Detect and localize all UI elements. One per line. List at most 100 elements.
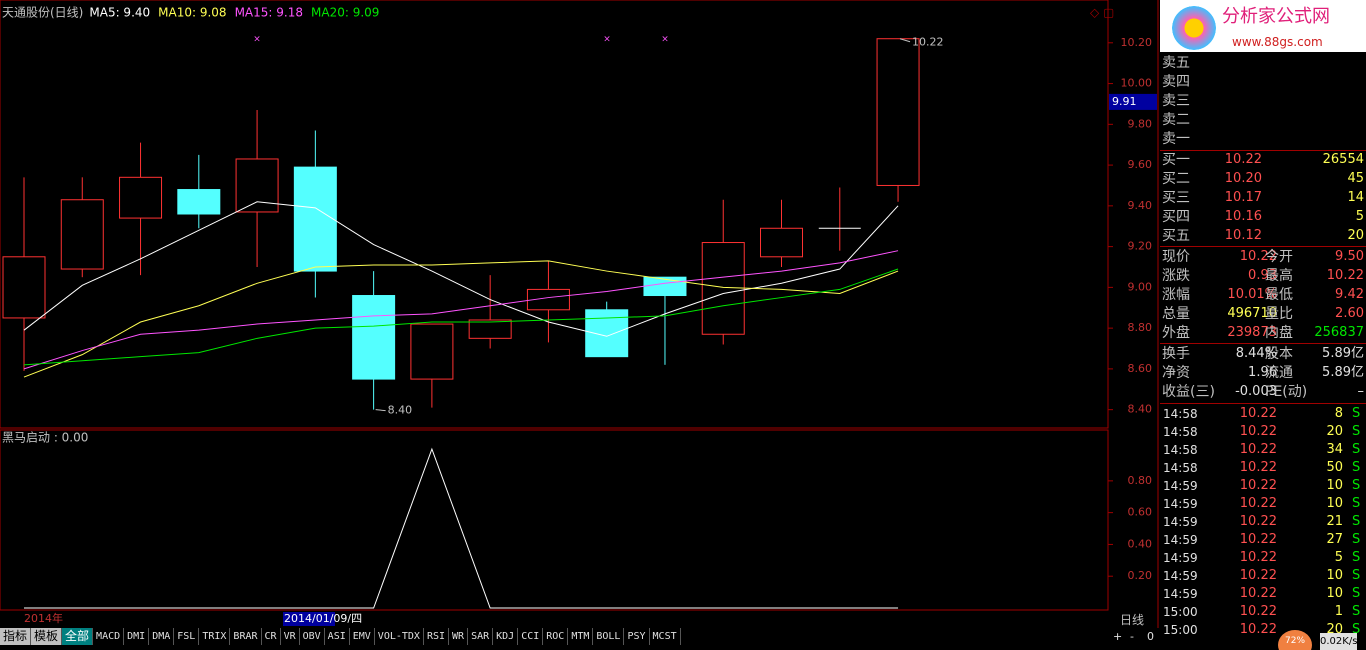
quote-label: 量比	[1265, 306, 1293, 322]
quote-label: 外盘	[1162, 325, 1190, 341]
tab[interactable]: 模板	[31, 628, 63, 645]
trade-price: 10.22	[1239, 406, 1277, 421]
zoom-button[interactable]: +	[1113, 630, 1123, 643]
trade-side: S	[1352, 442, 1361, 457]
tab[interactable]: ROC	[543, 628, 569, 645]
tab[interactable]: KDJ	[493, 628, 519, 645]
bid-label: 买三	[1162, 190, 1190, 206]
quote-value: –	[1357, 384, 1365, 399]
tab[interactable]: SAR	[468, 628, 494, 645]
trade-side: S	[1352, 460, 1361, 475]
status-speed: 0.02K/s	[1320, 633, 1358, 650]
cursor-price-box	[1109, 93, 1157, 110]
zoom-button[interactable]: -	[1130, 630, 1134, 643]
trade-time: 14:58	[1163, 407, 1198, 421]
tab[interactable]: RSI	[423, 628, 450, 645]
trade-time: 15:00	[1163, 605, 1198, 619]
tab[interactable]: DMI	[124, 628, 150, 645]
legend-entry: MA5: 9.40	[89, 6, 150, 20]
tab[interactable]: BRAR	[230, 628, 262, 645]
tab[interactable]: BOLL	[593, 628, 625, 645]
y-tick-label: 8.40	[1128, 403, 1153, 416]
trade-time: 14:58	[1163, 461, 1198, 475]
tab[interactable]: 全部	[62, 628, 94, 645]
trade-side: S	[1352, 604, 1361, 619]
candle-body	[585, 309, 629, 358]
legend-entry: MA10: 9.08	[158, 6, 226, 20]
period-label: 日线	[1120, 613, 1145, 627]
y-tick-label: 0.20	[1128, 569, 1153, 582]
quote-value: 239873	[1227, 325, 1277, 340]
tab[interactable]: CCI	[518, 628, 544, 645]
low-arrow	[375, 409, 386, 412]
quote-value: 5.89亿	[1322, 365, 1364, 380]
bid-label: 买四	[1162, 209, 1190, 225]
tab[interactable]: EMV	[349, 628, 375, 645]
tab[interactable]: VOL-TDX	[374, 628, 424, 645]
tab[interactable]: ASI	[324, 628, 350, 645]
trade-volume: 10	[1326, 478, 1343, 493]
quote-value: 496710	[1227, 306, 1277, 321]
trade-side: S	[1352, 550, 1361, 565]
candle-body	[177, 189, 221, 215]
zoom-button[interactable]: 0	[1147, 630, 1154, 643]
candle-body	[468, 319, 512, 339]
trade-volume: 27	[1326, 532, 1343, 547]
trade-time: 14:59	[1163, 497, 1198, 511]
quote-label: 最高	[1265, 268, 1293, 284]
trade-volume: 8	[1334, 406, 1343, 421]
tab[interactable]: WR	[449, 628, 469, 645]
high-label: 10.22	[912, 36, 944, 49]
tab[interactable]: 指标	[0, 628, 32, 645]
low-label: 8.40	[388, 404, 413, 417]
tab[interactable]: FSL	[174, 628, 200, 645]
window-icon[interactable]: ◇ ▢	[1090, 6, 1114, 20]
quote-value: -0.003	[1235, 384, 1277, 399]
main-frame	[0, 0, 1109, 429]
trade-price: 10.22	[1239, 478, 1277, 493]
quote-label: 今开	[1265, 249, 1293, 265]
tab[interactable]: MTM	[568, 628, 594, 645]
tab[interactable]: MCST	[649, 628, 681, 645]
quote-label: 流通	[1265, 365, 1293, 381]
bid-volume: 5	[1355, 209, 1364, 224]
candle-body	[643, 276, 687, 297]
tab[interactable]: CR	[261, 628, 281, 645]
cursor-date: 2014/01/09/四	[284, 612, 362, 625]
candle-body	[526, 288, 570, 311]
quote-label: 换手	[1162, 346, 1190, 362]
trade-price: 10.22	[1239, 604, 1277, 619]
quote-value: 256837	[1314, 325, 1364, 340]
legend-entry: MA15: 9.18	[235, 6, 303, 20]
candle-body	[119, 176, 163, 219]
tab[interactable]: MACD	[93, 628, 125, 645]
trade-time: 14:59	[1163, 587, 1198, 601]
y-tick-label: 8.60	[1128, 362, 1153, 375]
candle-body	[876, 38, 920, 186]
quote-label: 股本	[1265, 346, 1293, 362]
logo-icon	[1172, 6, 1216, 50]
signal-mark: ×	[603, 35, 611, 45]
trade-side: S	[1352, 424, 1361, 439]
y-tick-label: 9.60	[1128, 158, 1153, 171]
quote-value: 10.22	[1239, 249, 1277, 264]
legend-entry: MA20: 9.09	[311, 6, 379, 20]
quote-value: 0.93	[1248, 268, 1277, 283]
high-arrow	[899, 38, 911, 43]
trade-volume: 50	[1326, 460, 1343, 475]
tab[interactable]: VR	[280, 628, 300, 645]
trade-volume: 34	[1326, 442, 1343, 457]
tab[interactable]: DMA	[149, 628, 175, 645]
quote-value: 5.89亿	[1322, 346, 1364, 361]
tab[interactable]: OBV	[299, 628, 325, 645]
cursor-date-box	[283, 612, 335, 626]
bid-price: 10.20	[1224, 171, 1262, 186]
bid-volume: 20	[1347, 228, 1364, 243]
quote-label: PE(动)	[1265, 384, 1308, 400]
bid-volume: 26554	[1322, 152, 1364, 167]
tab[interactable]: TRIX	[199, 628, 231, 645]
quote-label: 涨跌	[1162, 268, 1190, 284]
trade-time: 14:59	[1163, 479, 1198, 493]
trade-price: 10.22	[1239, 442, 1277, 457]
tab[interactable]: PSY	[624, 628, 650, 645]
